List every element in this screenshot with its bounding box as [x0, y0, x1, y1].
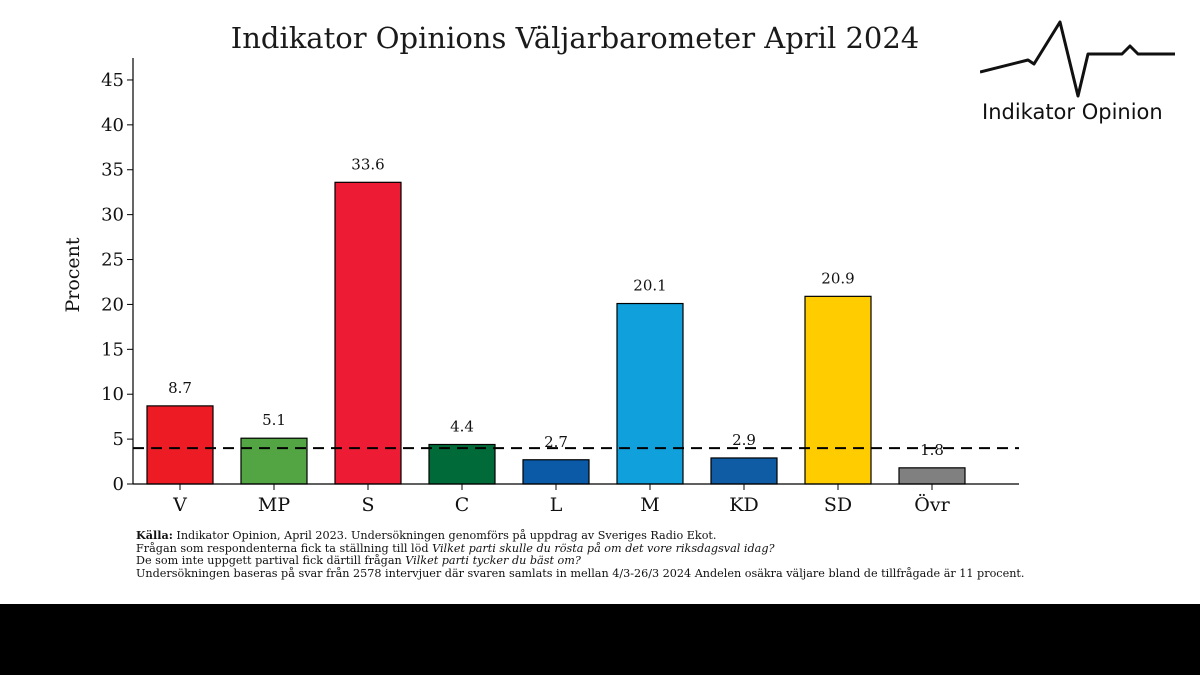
- y-tick-label-45: 45: [101, 70, 124, 91]
- category-label-C: C: [455, 494, 470, 516]
- chart-title: Indikator Opinions Väljarbarometer April…: [231, 21, 920, 55]
- category-label-MP: MP: [258, 494, 290, 516]
- y-tick-label-20: 20: [101, 294, 124, 315]
- y-tick-label-35: 35: [101, 160, 124, 181]
- logo-line-icon: [980, 20, 1175, 98]
- category-label-SD: SD: [824, 494, 852, 516]
- y-tick-label-10: 10: [101, 384, 124, 405]
- bar-SD: [804, 295, 872, 485]
- y-tick-label-40: 40: [101, 115, 124, 136]
- value-label-C: 4.4: [450, 417, 474, 435]
- value-label-SD: 20.9: [821, 269, 854, 287]
- footnote-question-prefix: Frågan som respondenterna fick ta ställn…: [136, 541, 433, 555]
- footnote-followup-prefix: De som inte uppgett partival fick därtil…: [136, 554, 406, 568]
- value-label-L: 2.7: [544, 433, 568, 451]
- y-axis-title: Procent: [62, 237, 84, 312]
- bar-S: [334, 181, 402, 485]
- logo-name: Indikator Opinion: [982, 100, 1163, 124]
- footnote-source-text: Indikator Opinion, April 2023. Undersökn…: [172, 529, 717, 542]
- bar-Övr: [898, 467, 966, 485]
- y-tick-label-5: 5: [113, 429, 124, 450]
- bar-M: [616, 302, 684, 485]
- footnote-source-line: Källa: Indikator Opinion, April 2023. Un…: [136, 529, 1036, 543]
- footnote-method-line: Undersökningen baseras på svar från 2578…: [136, 566, 1025, 580]
- footnote-question-line: Frågan som respondenterna fick ta ställn…: [136, 541, 1036, 556]
- bar-KD: [710, 457, 778, 485]
- y-tick-label-15: 15: [101, 339, 124, 360]
- value-label-MP: 5.1: [262, 411, 286, 429]
- chart-footnote: Källa: Indikator Opinion, April 2023. Un…: [136, 529, 1036, 580]
- footnote-followup-text: Vilket parti tycker du bäst om?: [405, 554, 581, 568]
- value-label-M: 20.1: [633, 277, 666, 295]
- category-label-M: M: [640, 494, 659, 516]
- y-tick-label-25: 25: [101, 250, 124, 271]
- value-label-V: 8.7: [168, 379, 192, 397]
- category-label-Övr: Övr: [914, 493, 950, 516]
- bottom-black-bar: [0, 604, 1200, 675]
- value-label-KD: 2.9: [732, 431, 756, 449]
- bar-chart: Indikator Opinions Väljarbarometer April…: [62, 21, 1019, 516]
- category-label-V: V: [172, 494, 187, 516]
- category-label-L: L: [550, 494, 563, 516]
- y-tick-label-0: 0: [113, 474, 124, 495]
- value-label-S: 33.6: [351, 155, 384, 173]
- bar-V: [146, 405, 214, 485]
- footnote-source-label: Källa:: [136, 528, 173, 542]
- category-label-KD: KD: [729, 494, 758, 516]
- bar-L: [522, 459, 590, 485]
- value-label-Övr: 1.8: [920, 441, 944, 459]
- y-tick-label-30: 30: [101, 205, 124, 226]
- logo-trend-line: [980, 20, 1175, 98]
- bar-MP: [240, 437, 308, 485]
- footnote-question-text: Vilket parti skulle du rösta på om det v…: [432, 541, 775, 555]
- bar-C: [428, 443, 496, 485]
- footnote-followup-line: De som inte uppgett partival fick därtil…: [136, 554, 1036, 568]
- category-label-S: S: [361, 494, 374, 516]
